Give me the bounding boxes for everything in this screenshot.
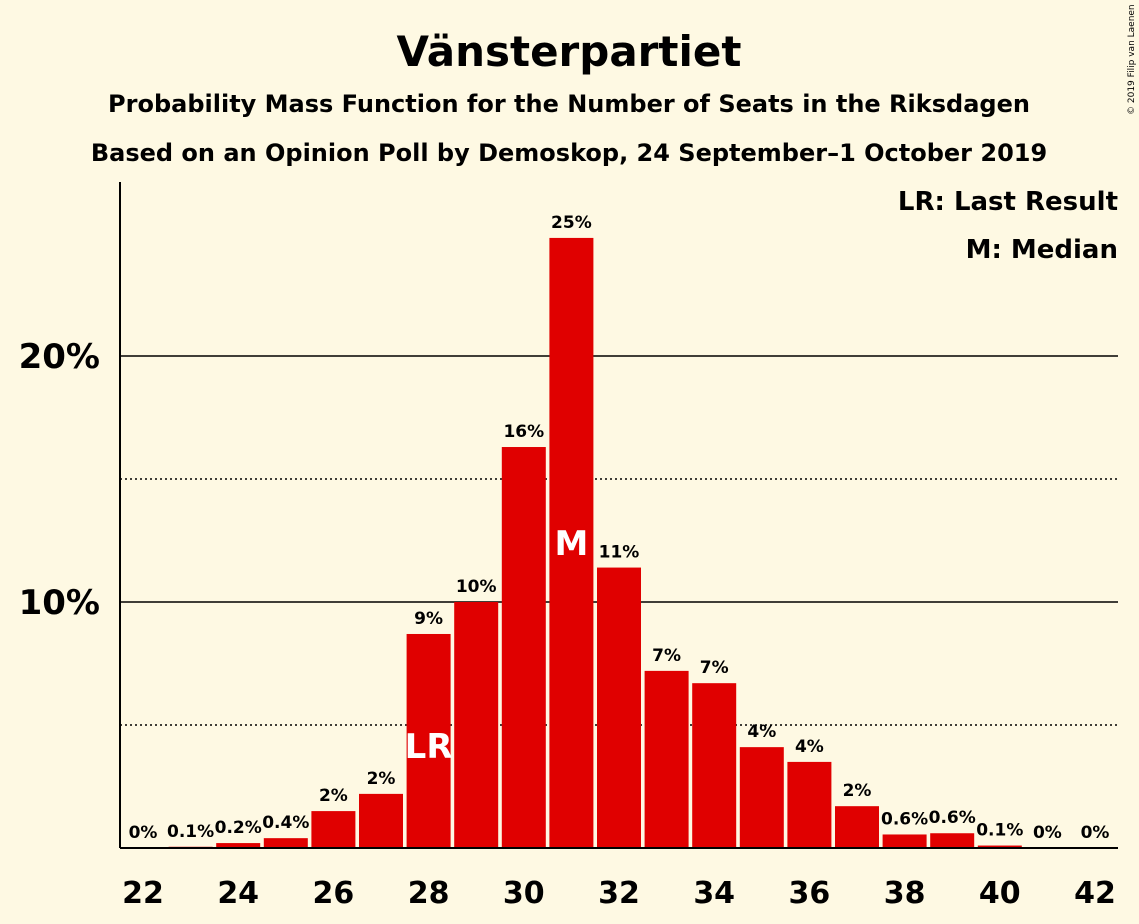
x-tick-label: 40 [979,876,1021,911]
last-result-marker: LR [405,727,453,767]
x-tick-label: 28 [408,876,450,911]
legend-entry: M: Median [966,235,1118,265]
data-label: 0.6% [881,809,928,829]
x-tick-label: 24 [217,876,259,911]
data-label: 4% [747,722,776,742]
data-label: 0.4% [262,813,309,833]
y-tick-label: 20% [19,337,100,377]
bar [930,833,975,848]
bar [644,670,689,848]
bar [454,602,499,848]
y-tick-label: 10% [19,583,100,623]
bar [597,567,641,848]
bar [216,843,261,848]
data-label: 10% [456,577,497,597]
x-tick-label: 42 [1074,876,1116,911]
legend-entry: LR: Last Result [898,187,1118,217]
median-marker: M [554,524,588,564]
data-label: 11% [599,543,640,563]
chart-subtitle-2: Based on an Opinion Poll by Demoskop, 24… [91,139,1047,167]
bar [359,793,403,848]
x-tick-label: 36 [789,876,831,911]
data-labels: 0% 0.1% 0.2% 0.4%2%2%9%10%16%25%11%7%7%4%4%… [129,213,1110,843]
bar [692,683,737,848]
axes: 10% 20% 22 24 26 28 30 32 34 36 38 40 42 [19,182,1118,911]
data-label: 0.2% [215,818,262,838]
bar [739,747,784,848]
data-label: 2% [843,781,872,801]
bar [501,447,546,848]
data-label: 7% [700,658,729,678]
bar [263,838,308,848]
data-label: 7% [652,646,681,666]
x-tick-label: 38 [884,876,926,911]
bar [406,633,451,848]
bar [977,845,1022,848]
data-label: 25% [551,213,592,233]
data-label: 0% [1081,823,1110,843]
data-label: 0% [129,823,158,843]
chart-subtitle: Probability Mass Function for the Number… [108,90,1030,118]
x-tick-label: 32 [598,876,640,911]
bars [168,237,1022,849]
data-label: 0.6% [929,808,976,828]
x-tick-label: 26 [313,876,355,911]
x-tick-label: 34 [693,876,735,911]
bar [882,834,927,848]
data-label: 0.1% [167,822,214,842]
bar [835,806,879,848]
data-label: 4% [795,737,824,757]
data-label: 9% [414,609,443,629]
x-tick-label: 30 [503,876,545,911]
x-tick-label: 22 [122,876,164,911]
bar [787,761,832,848]
data-label: 2% [319,786,348,806]
data-label: 0% [1033,823,1062,843]
markers: LR M [405,524,589,767]
data-label: 0.1% [976,821,1023,841]
data-label: 16% [503,422,544,442]
chart-title: Vänsterpartiet [397,27,742,76]
copyright: © 2019 Filip van Laenen [1127,4,1137,115]
legend: LR: Last Result M: Median [898,187,1118,265]
bar [549,237,594,849]
bar [311,811,356,848]
data-label: 2% [367,769,396,789]
